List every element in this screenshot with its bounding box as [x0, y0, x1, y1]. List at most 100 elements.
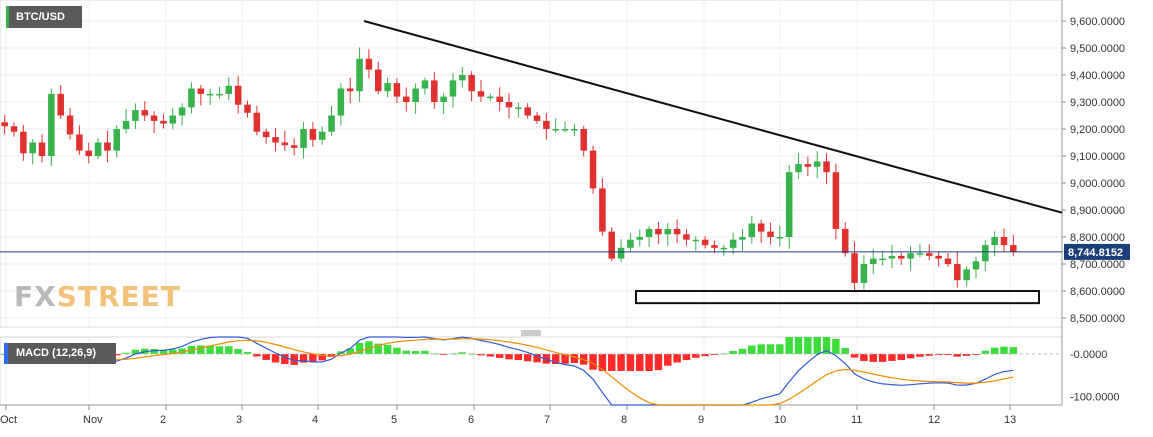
- pair-badge: BTC/USD: [6, 6, 82, 28]
- descending-trendline: [363, 20, 1063, 214]
- candle-body: [907, 253, 914, 259]
- x-tick-label: 10: [774, 414, 786, 426]
- macd-hist-bar: [290, 354, 298, 365]
- candle-body: [169, 115, 177, 124]
- candle-body: [225, 85, 233, 94]
- candle-body: [897, 255, 905, 259]
- macd-hist-bar: [169, 349, 177, 354]
- candle-body: [197, 88, 205, 94]
- macd-hist-bar: [729, 351, 737, 354]
- candle-body: [673, 228, 681, 235]
- macd-hist-bar: [832, 338, 840, 354]
- macd-hist-bar: [794, 337, 803, 354]
- macd-hist-bar: [215, 346, 224, 354]
- candle-body: [841, 228, 849, 254]
- macd-hist-bar: [888, 354, 896, 361]
- macd-hist-bar: [860, 354, 868, 361]
- macd-hist-bar: [673, 354, 681, 363]
- macd-hist-bar: [925, 354, 934, 356]
- y-tick-label: 9,100.0000: [1070, 151, 1125, 163]
- candle-body: [412, 88, 419, 102]
- candle-body: [533, 115, 541, 121]
- candle-body: [122, 120, 130, 129]
- candle-body: [879, 258, 886, 261]
- macd-hist-bar: [972, 354, 980, 355]
- y-tick-label: 8,600.0000: [1070, 286, 1125, 298]
- candle-body: [515, 107, 522, 109]
- macd-hist-bar: [383, 344, 392, 354]
- macd-hist-bar: [486, 354, 495, 357]
- candle-body: [160, 120, 167, 124]
- macd-hist-bar: [131, 349, 140, 354]
- macd-hist-bar: [701, 354, 709, 357]
- macd-hist-bar: [1000, 346, 1008, 354]
- macd-hist-bar: [514, 354, 523, 361]
- candle-body: [253, 112, 261, 132]
- candle-body: [272, 137, 279, 143]
- x-tick-label: 12: [928, 414, 940, 426]
- macd-tick-label: -0.0000: [1070, 349, 1107, 361]
- x-tick-label: 3: [236, 414, 242, 426]
- candle-body: [1000, 237, 1008, 246]
- macd-hist-bar: [225, 346, 233, 354]
- y-tick-label: 8,500.0000: [1070, 313, 1125, 325]
- candle-body: [421, 80, 429, 89]
- y-tick-label: 8,700.0000: [1070, 259, 1125, 271]
- macd-hist-bar: [402, 350, 411, 354]
- macd-hist-bar: [766, 344, 775, 354]
- candle-body: [739, 237, 746, 240]
- candle-body: [281, 142, 289, 146]
- macd-hist-bar: [636, 354, 644, 371]
- candle-body: [776, 237, 784, 239]
- macd-hist-bar: [682, 354, 691, 361]
- candle-body: [85, 150, 92, 156]
- macd-hist-bar: [981, 350, 990, 354]
- candle-body: [244, 104, 251, 113]
- candle-body: [141, 110, 149, 116]
- x-tick-label: 13: [1004, 414, 1016, 426]
- x-tick-label: Oct: [0, 414, 17, 426]
- candle-body: [692, 239, 700, 242]
- macd-panel: [0, 336, 1063, 406]
- candle-body: [48, 93, 55, 156]
- candle-body: [468, 75, 475, 92]
- candle-body: [440, 96, 447, 102]
- macd-hist-bar: [458, 352, 467, 354]
- candle-body: [431, 80, 438, 102]
- macd-hist-bar: [505, 354, 513, 360]
- macd-hist-bar: [234, 348, 242, 354]
- candle-body: [580, 129, 587, 151]
- candle-body: [561, 129, 569, 131]
- candle-body: [888, 255, 896, 259]
- candle-body: [29, 142, 36, 154]
- candle-body: [356, 58, 363, 92]
- macd-hist-bar: [411, 351, 420, 354]
- macd-hist-bar: [439, 354, 448, 355]
- candle-body: [683, 234, 690, 240]
- macd-hist-bar: [645, 354, 653, 371]
- y-tick-label: 9,300.0000: [1070, 97, 1125, 109]
- candle-body: [206, 93, 214, 96]
- pane-resize-handle: [521, 330, 541, 336]
- candle-body: [94, 142, 102, 156]
- candle-body: [57, 93, 64, 116]
- x-tick-label: 8: [621, 414, 627, 426]
- candle-body: [645, 228, 653, 237]
- candle-body: [748, 223, 756, 237]
- candle-body: [300, 129, 307, 148]
- macd-hist-bar: [720, 353, 728, 355]
- candle-body: [701, 239, 709, 246]
- candle-body: [935, 255, 942, 259]
- candle-body: [916, 253, 924, 255]
- candle-body: [337, 88, 345, 116]
- candle-body: [10, 126, 18, 132]
- x-tick-label: 9: [698, 414, 704, 426]
- y-tick-label: 9,200.0000: [1070, 124, 1125, 136]
- candle-body: [38, 142, 46, 156]
- y-tick-label: 8,800.0000: [1070, 232, 1125, 244]
- candle-body: [589, 150, 597, 189]
- macd-hist-bar: [878, 354, 887, 362]
- macd-hist-bar: [374, 343, 382, 354]
- macd-hist-bar: [523, 354, 532, 362]
- support-zone: [635, 290, 1040, 305]
